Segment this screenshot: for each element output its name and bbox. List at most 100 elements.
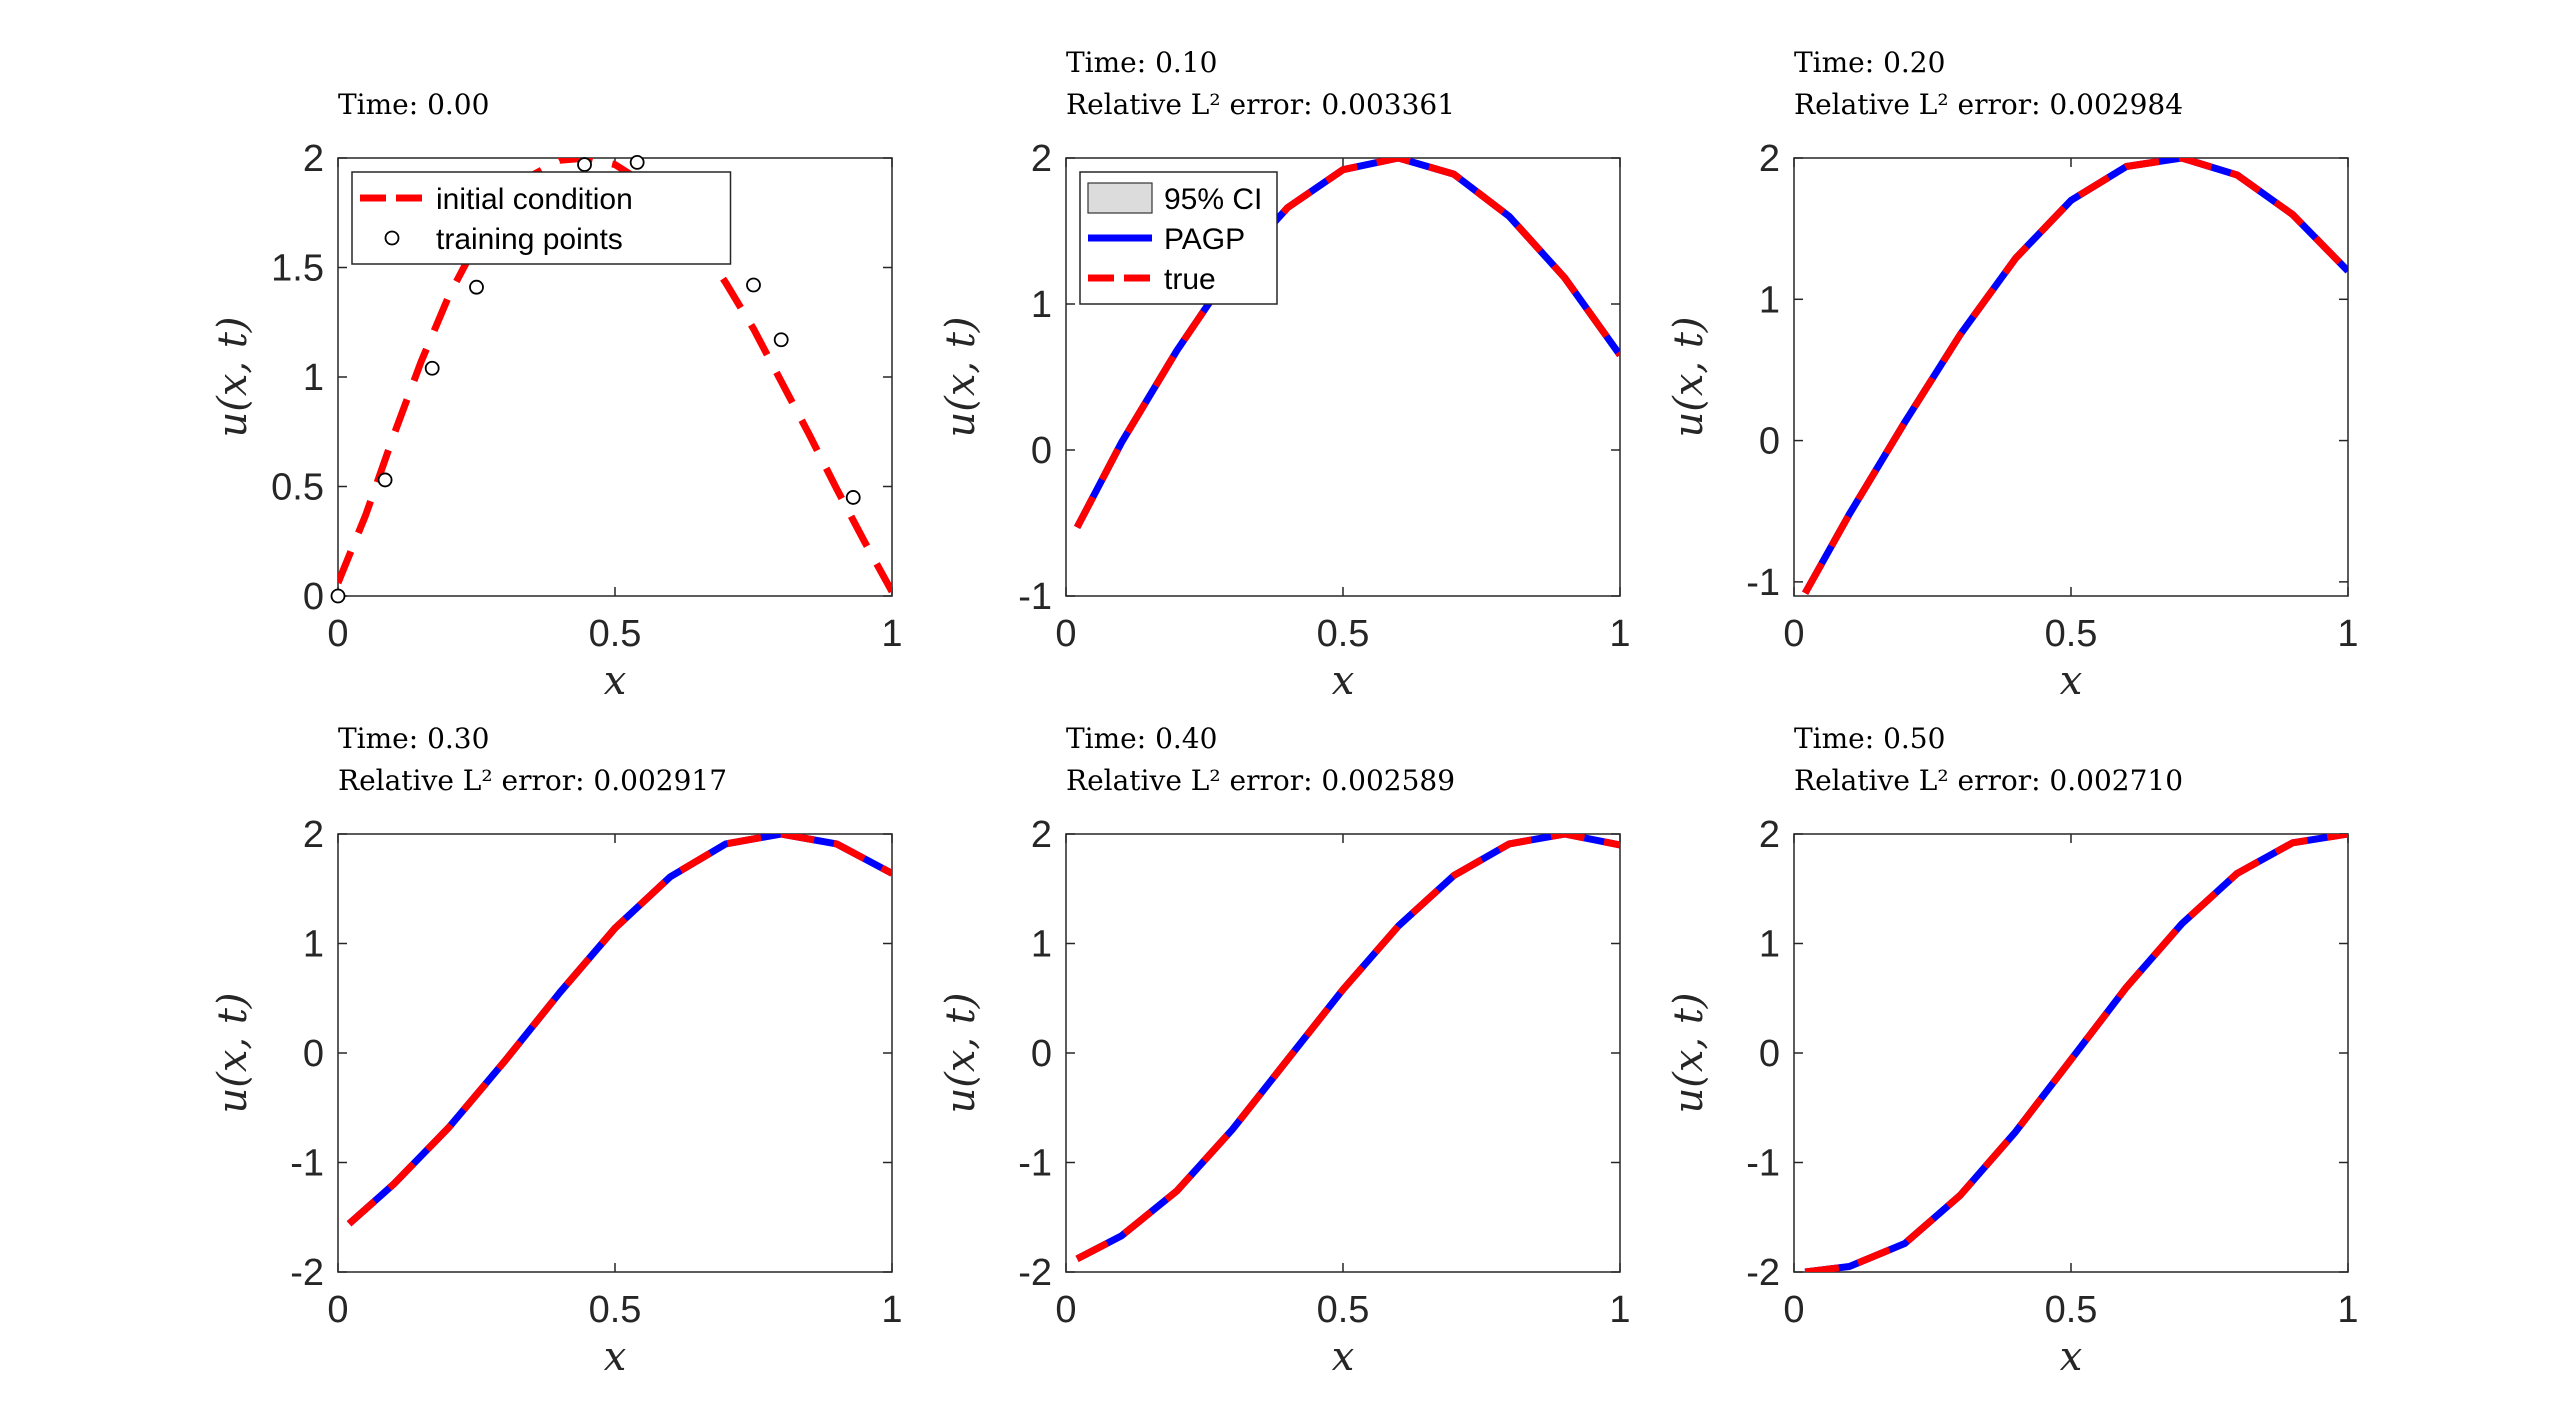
y-tick-label: 0 bbox=[303, 1033, 324, 1075]
x-tick-label: 1 bbox=[2337, 613, 2358, 655]
axes-box bbox=[1065, 833, 1621, 1273]
y-tick-label: 0 bbox=[1031, 430, 1052, 472]
subplot-1: 0 0.5 1 0 0.5 1 1.5 2 x u(x, t) Time: 0.00 initial … bbox=[210, 88, 903, 704]
x-tick-label: 1 bbox=[1609, 1289, 1630, 1331]
y-tick-label: 0.5 bbox=[271, 467, 324, 509]
y-axis-label: u(x, t) bbox=[938, 992, 984, 1113]
y-tick-label: -2 bbox=[1746, 1252, 1780, 1294]
training-point-marker bbox=[330, 588, 346, 604]
subplot-title-line: Time: 0.50 bbox=[1794, 722, 1945, 755]
training-point-marker bbox=[773, 332, 789, 348]
y-axis-label: u(x, t) bbox=[1666, 316, 1712, 437]
y-tick-label: 1.5 bbox=[271, 248, 324, 290]
training-point-marker bbox=[629, 154, 645, 170]
y-tick-label: 1 bbox=[1759, 279, 1780, 321]
x-tick-label: 0 bbox=[1783, 1289, 1804, 1331]
y-tick-label: -1 bbox=[1018, 1143, 1052, 1185]
y-tick-label: -2 bbox=[1018, 1252, 1052, 1294]
plot-area bbox=[1073, 158, 1620, 530]
x-axis-label: x bbox=[1332, 1334, 1355, 1380]
subplot-title-line: Time: 0.40 bbox=[1066, 722, 1217, 755]
series-line-true bbox=[1075, 834, 1620, 1263]
subplot-title-line: Relative L² error: 0.003361 bbox=[1066, 88, 1455, 121]
y-tick-label: 2 bbox=[303, 138, 324, 180]
series-line-true bbox=[1073, 158, 1620, 530]
y-tick-label: -2 bbox=[290, 1252, 324, 1294]
y-tick-label: -1 bbox=[1746, 1143, 1780, 1185]
plot-area bbox=[1802, 158, 2348, 595]
subplot-title-line: Time: 0.30 bbox=[338, 722, 489, 755]
y-axis-label: u(x, t) bbox=[210, 992, 256, 1113]
legend-swatch-marker bbox=[384, 230, 400, 246]
plot-area bbox=[338, 158, 892, 594]
y-tick-label: 0 bbox=[303, 576, 324, 618]
y-tick-label: 0 bbox=[1759, 1033, 1780, 1075]
y-axis-label: u(x, t) bbox=[938, 316, 984, 437]
y-tick-label: 1 bbox=[1759, 924, 1780, 966]
x-tick-label: 0.5 bbox=[589, 613, 642, 655]
subplot-6: 0 0.5 1 -2 -1 0 1 2 x u(x, t) Time: 0.50 Relative L… bbox=[1666, 722, 2359, 1380]
y-axis-label: u(x, t) bbox=[210, 316, 256, 437]
x-tick-label: 0 bbox=[1783, 613, 1804, 655]
legend: initial condition training points bbox=[351, 171, 732, 265]
y-tick-label: 1 bbox=[1031, 284, 1052, 326]
y-tick-label: -1 bbox=[1746, 562, 1780, 604]
training-point-marker bbox=[845, 490, 861, 505]
legend-entry-label: initial condition bbox=[436, 183, 633, 216]
axes-box bbox=[337, 833, 893, 1273]
y-axis-label: u(x, t) bbox=[1666, 992, 1712, 1113]
y-tick-label: 2 bbox=[1759, 814, 1780, 856]
y-tick-label: 1 bbox=[303, 357, 324, 399]
y-tick-label: -1 bbox=[290, 1143, 324, 1185]
x-tick-label: 0 bbox=[1055, 613, 1076, 655]
subplot-4: 0 0.5 1 -2 -1 0 1 2 x u(x, t) Time: 0.30 Relative L… bbox=[210, 722, 903, 1380]
training-point-marker bbox=[424, 360, 440, 376]
subplot-title-line: Time: 0.00 bbox=[338, 88, 489, 121]
x-tick-label: 0.5 bbox=[589, 1289, 642, 1331]
axes-box bbox=[1793, 833, 2349, 1273]
subplot-5: 0 0.5 1 -2 -1 0 1 2 x u(x, t) Time: 0.40 Relative L… bbox=[938, 722, 1631, 1380]
legend: 95% CI PAGP true bbox=[1079, 171, 1278, 305]
subplot-title-line: Time: 0.10 bbox=[1066, 46, 1217, 79]
training-point-marker bbox=[469, 279, 484, 295]
y-tick-label: 1 bbox=[1031, 924, 1052, 966]
series-line-true bbox=[1802, 158, 2348, 595]
y-tick-label: 0 bbox=[1759, 421, 1780, 463]
legend-entry-label: PAGP bbox=[1164, 223, 1245, 256]
series-line-true bbox=[1804, 834, 2348, 1272]
legend-box bbox=[351, 171, 732, 265]
y-tick-label: 1 bbox=[303, 924, 324, 966]
legend-entry-label: true bbox=[1164, 263, 1216, 296]
x-tick-label: 0 bbox=[1055, 1289, 1076, 1331]
y-tick-label: 2 bbox=[1759, 138, 1780, 180]
axes-box bbox=[1793, 157, 2349, 597]
subplot-title-line: Time: 0.20 bbox=[1794, 46, 1945, 79]
y-tick-label: 2 bbox=[303, 814, 324, 856]
x-tick-label: 0.5 bbox=[2045, 613, 2098, 655]
subplot-title-line: Relative L² error: 0.002710 bbox=[1794, 764, 2183, 797]
training-point-marker bbox=[377, 472, 393, 488]
plot-area bbox=[1804, 834, 2348, 1272]
plot-area bbox=[346, 834, 892, 1227]
x-tick-label: 1 bbox=[1609, 613, 1630, 655]
series-line-initial-condition bbox=[338, 158, 892, 594]
training-point-marker bbox=[577, 157, 592, 172]
series-line-true bbox=[346, 834, 892, 1227]
x-tick-label: 0 bbox=[327, 613, 348, 655]
x-tick-label: 0 bbox=[327, 1289, 348, 1331]
training-point-marker bbox=[746, 277, 761, 293]
x-axis-label: x bbox=[604, 658, 627, 704]
x-tick-label: 1 bbox=[881, 613, 902, 655]
y-tick-label: 2 bbox=[1031, 814, 1052, 856]
x-tick-label: 1 bbox=[881, 1289, 902, 1331]
x-axis-label: x bbox=[2060, 1334, 2083, 1380]
plot-area bbox=[1075, 834, 1620, 1263]
x-axis-label: x bbox=[1332, 658, 1355, 704]
legend-swatch-patch bbox=[1087, 182, 1153, 214]
legend-entry-label: 95% CI bbox=[1164, 183, 1262, 216]
x-axis-label: x bbox=[604, 1334, 627, 1380]
x-tick-label: 1 bbox=[2337, 1289, 2358, 1331]
y-tick-label: 0 bbox=[1031, 1033, 1052, 1075]
